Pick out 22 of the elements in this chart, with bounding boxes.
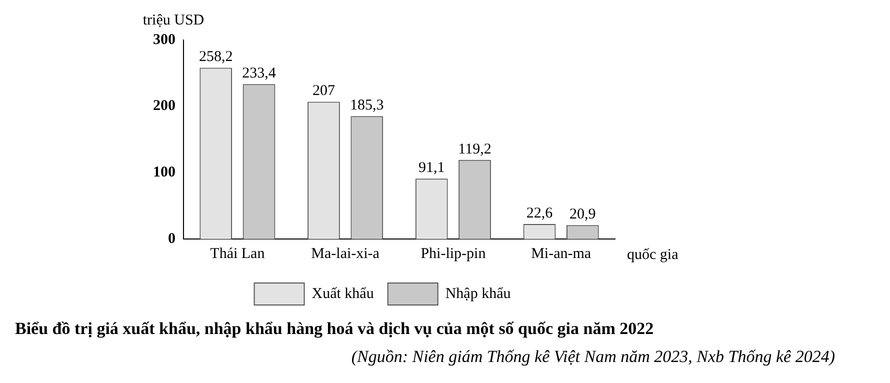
data-label: 20,9 bbox=[570, 206, 596, 223]
x-axis-title: quốc gia bbox=[627, 246, 679, 263]
y-tick-label: 0 bbox=[168, 230, 176, 247]
legend-label: Xuất khẩu bbox=[312, 286, 374, 302]
legend-label: Nhập khẩu bbox=[445, 286, 512, 302]
x-tick-label: Thái Lan bbox=[210, 246, 266, 262]
data-label: 233,4 bbox=[242, 66, 276, 82]
y-axis-title: triệu USD bbox=[142, 12, 204, 28]
data-label: 185,3 bbox=[350, 98, 384, 114]
x-tick-label: Mi-an-ma bbox=[531, 246, 592, 262]
text: (Nguồn: Niên giám Thống kê Việt Nam năm 2023, Nxb Thống kê 2024) bbox=[350, 347, 836, 367]
y-tick-label: 300 bbox=[153, 32, 176, 48]
data-label: 119,2 bbox=[458, 141, 492, 158]
x-tick-label: Phi-lip-pin bbox=[420, 246, 486, 262]
data-label: 22,6 bbox=[526, 205, 554, 222]
data-label: 207 bbox=[312, 83, 336, 100]
data-label: 91,1 bbox=[418, 160, 445, 176]
text: Biểu đồ trị giá xuất khẩu, nhập khẩu hàng hoá và dịch vụ của một số quốc gia năm 2022 bbox=[14, 319, 655, 339]
data-label: 258,2 bbox=[198, 49, 233, 66]
y-tick-label: 200 bbox=[153, 98, 176, 114]
x-tick-label: Ma-lai-xi-a bbox=[311, 246, 380, 262]
y-tick-label: 100 bbox=[153, 164, 176, 181]
